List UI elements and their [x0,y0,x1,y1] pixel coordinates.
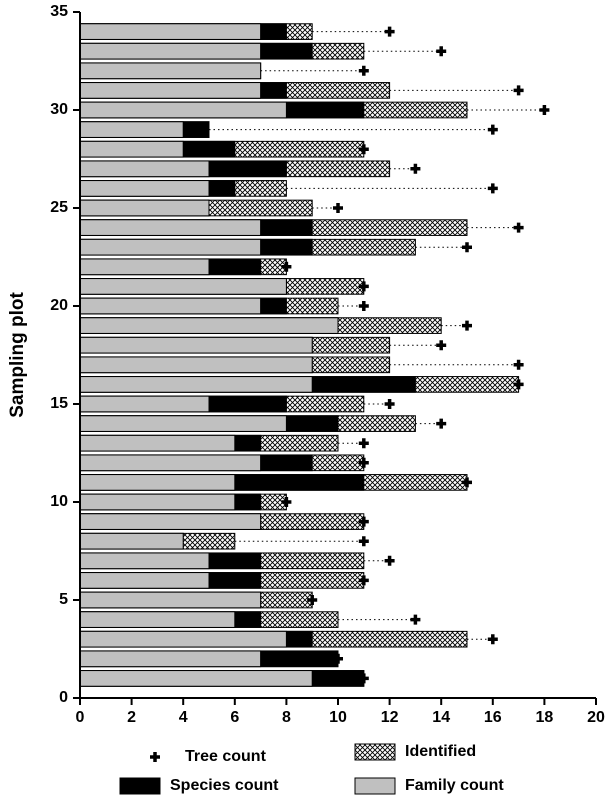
bar [79,395,210,413]
x-tick-label: 12 [381,709,399,726]
legend-label: Family count [405,777,504,794]
bar [79,297,262,315]
tree-marker [333,653,343,664]
x-tick-label: 2 [127,709,136,726]
tree-marker [462,477,472,488]
legend-swatch [354,777,396,795]
y-tick-label: 30 [50,101,68,118]
bar [79,336,313,354]
bar [79,552,210,570]
tree-marker [513,85,524,96]
bar [79,356,313,374]
tree-marker [281,497,292,507]
bar [79,415,287,432]
bar [79,650,262,668]
tree-marker [410,614,421,625]
tree-marker [462,320,472,331]
tree-marker [462,242,472,253]
tree-marker [513,379,524,390]
tree-marker [358,144,369,155]
tree-marker [358,673,369,684]
y-tick-label: 35 [50,3,68,20]
bar [79,454,262,472]
tree-marker [513,222,524,233]
bar [79,670,313,687]
x-tick-label: 20 [587,709,605,726]
bar [79,121,184,138]
tree-marker [487,124,498,135]
tree-marker [436,46,447,57]
bar [79,62,262,80]
tree-marker [487,634,498,645]
legend-marker [150,752,160,762]
bar [79,493,236,511]
bar [79,140,184,158]
bar [79,630,287,648]
legend-label: Identified [405,743,476,760]
tree-marker [384,26,395,37]
bar [79,180,210,197]
x-tick-label: 10 [329,709,347,726]
bar [79,101,287,119]
x-tick-label: 0 [76,709,85,726]
bar [79,278,287,295]
x-tick-label: 18 [536,709,554,726]
tree-marker [358,457,369,468]
tree-marker [539,105,550,115]
bar [79,219,262,236]
legend-label: Species count [170,777,279,794]
x-tick-label: 6 [230,709,239,726]
tree-marker [281,261,292,272]
legend-swatch [354,743,396,761]
x-tick-label: 8 [282,709,291,726]
bar [79,434,236,452]
bar [79,611,236,628]
bar [79,258,210,276]
tree-marker [410,163,421,174]
y-tick-label: 5 [59,591,68,608]
tree-marker [436,340,447,351]
bar [79,376,313,393]
tree-marker [358,575,369,586]
tree-marker [333,203,343,213]
y-tick-label: 0 [59,689,68,706]
tree-marker [358,516,369,527]
bar [79,199,210,217]
bar [79,474,236,491]
tree-marker [358,281,369,292]
legend-label: Tree count [185,748,267,765]
bar [79,513,262,530]
y-tick-label: 25 [50,199,68,216]
bar [79,591,262,609]
bar [79,317,339,334]
tree-marker [487,183,498,194]
tree-marker [358,438,369,449]
legend-swatch [119,777,161,795]
y-axis-label: Sampling plot [7,292,28,418]
y-tick-label: 15 [50,395,68,412]
tree-marker [384,399,395,409]
tree-marker [358,536,369,547]
bar [79,532,184,550]
tree-marker [307,595,318,605]
tree-marker [384,555,395,566]
x-tick-label: 4 [179,709,188,726]
bar [79,572,210,589]
bar [79,82,262,99]
tree-marker [513,359,524,370]
bar [79,42,262,60]
x-tick-label: 16 [484,709,502,726]
tree-marker [436,418,447,429]
tree-marker [358,65,369,76]
tree-marker [358,301,369,311]
y-tick-label: 10 [50,493,68,510]
y-tick-label: 20 [50,297,68,314]
bar [79,160,210,178]
bar [79,238,262,256]
bar [79,23,262,40]
x-tick-label: 14 [432,709,450,726]
